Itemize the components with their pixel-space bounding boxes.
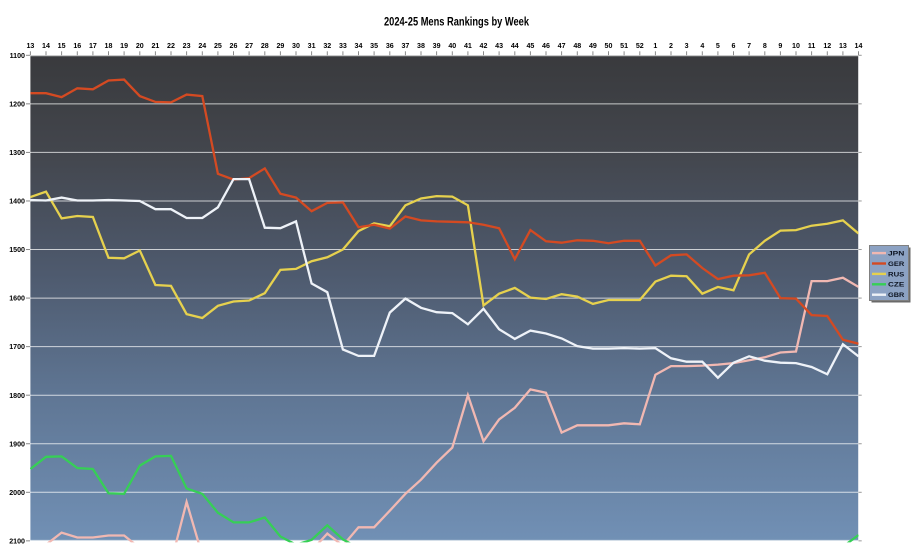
svg-text:2: 2 <box>669 42 673 50</box>
svg-text:6: 6 <box>732 42 736 50</box>
svg-text:45: 45 <box>526 42 534 50</box>
svg-text:2100: 2100 <box>9 537 25 545</box>
svg-text:30: 30 <box>292 42 300 50</box>
svg-text:JPN: JPN <box>888 251 905 258</box>
svg-text:35: 35 <box>370 42 378 50</box>
svg-text:27: 27 <box>245 42 253 50</box>
svg-text:28: 28 <box>261 42 269 50</box>
svg-text:17: 17 <box>89 42 97 50</box>
svg-text:11: 11 <box>808 42 816 50</box>
svg-text:22: 22 <box>167 42 175 50</box>
svg-text:2024-25 Mens Rankings by Week: 2024-25 Mens Rankings by Week <box>384 16 529 29</box>
svg-text:1700: 1700 <box>9 343 25 351</box>
svg-text:48: 48 <box>573 42 581 50</box>
svg-text:20: 20 <box>136 42 144 50</box>
svg-text:1600: 1600 <box>9 295 25 303</box>
svg-text:3: 3 <box>685 42 689 50</box>
svg-text:1900: 1900 <box>9 440 25 448</box>
svg-text:1800: 1800 <box>9 392 25 400</box>
svg-text:52: 52 <box>636 42 644 50</box>
svg-text:34: 34 <box>355 42 363 50</box>
svg-text:14: 14 <box>42 42 50 50</box>
svg-text:36: 36 <box>386 42 394 50</box>
svg-text:1200: 1200 <box>9 100 25 108</box>
svg-text:1100: 1100 <box>10 52 25 60</box>
svg-text:41: 41 <box>464 42 472 50</box>
svg-text:4: 4 <box>700 42 704 50</box>
svg-text:CZE: CZE <box>888 282 905 289</box>
svg-text:RUS: RUS <box>888 271 905 278</box>
svg-text:29: 29 <box>276 42 284 50</box>
svg-text:46: 46 <box>542 42 550 50</box>
svg-text:26: 26 <box>230 42 238 50</box>
svg-text:GER: GER <box>888 261 905 268</box>
svg-text:19: 19 <box>120 42 128 50</box>
svg-text:44: 44 <box>511 42 519 50</box>
svg-text:23: 23 <box>183 42 191 50</box>
svg-text:7: 7 <box>747 42 751 50</box>
svg-text:21: 21 <box>151 42 159 50</box>
svg-text:10: 10 <box>792 42 800 50</box>
svg-text:GBR: GBR <box>888 292 905 299</box>
svg-text:18: 18 <box>105 42 113 50</box>
svg-text:38: 38 <box>417 42 425 50</box>
svg-text:13: 13 <box>26 42 34 50</box>
svg-text:37: 37 <box>401 42 409 50</box>
svg-text:15: 15 <box>58 42 66 50</box>
svg-text:24: 24 <box>198 42 206 50</box>
svg-text:43: 43 <box>495 42 503 50</box>
svg-text:51: 51 <box>620 42 628 50</box>
svg-text:33: 33 <box>339 42 347 50</box>
svg-text:32: 32 <box>323 42 331 50</box>
svg-text:1: 1 <box>653 42 657 50</box>
svg-text:16: 16 <box>73 42 81 50</box>
svg-text:13: 13 <box>839 42 847 50</box>
svg-text:49: 49 <box>589 42 597 50</box>
svg-text:42: 42 <box>480 42 488 50</box>
svg-text:39: 39 <box>433 42 441 50</box>
svg-text:1300: 1300 <box>9 149 25 157</box>
svg-text:8: 8 <box>763 42 767 50</box>
svg-text:47: 47 <box>558 42 566 50</box>
svg-text:2000: 2000 <box>9 489 25 497</box>
svg-text:9: 9 <box>778 42 782 50</box>
svg-text:14: 14 <box>855 42 863 50</box>
svg-text:25: 25 <box>214 42 222 50</box>
svg-text:5: 5 <box>716 42 720 50</box>
svg-text:1500: 1500 <box>9 246 25 254</box>
svg-text:31: 31 <box>308 42 316 50</box>
svg-text:40: 40 <box>448 42 456 50</box>
svg-text:50: 50 <box>605 42 613 50</box>
svg-text:1400: 1400 <box>9 198 25 206</box>
svg-text:12: 12 <box>823 42 831 50</box>
